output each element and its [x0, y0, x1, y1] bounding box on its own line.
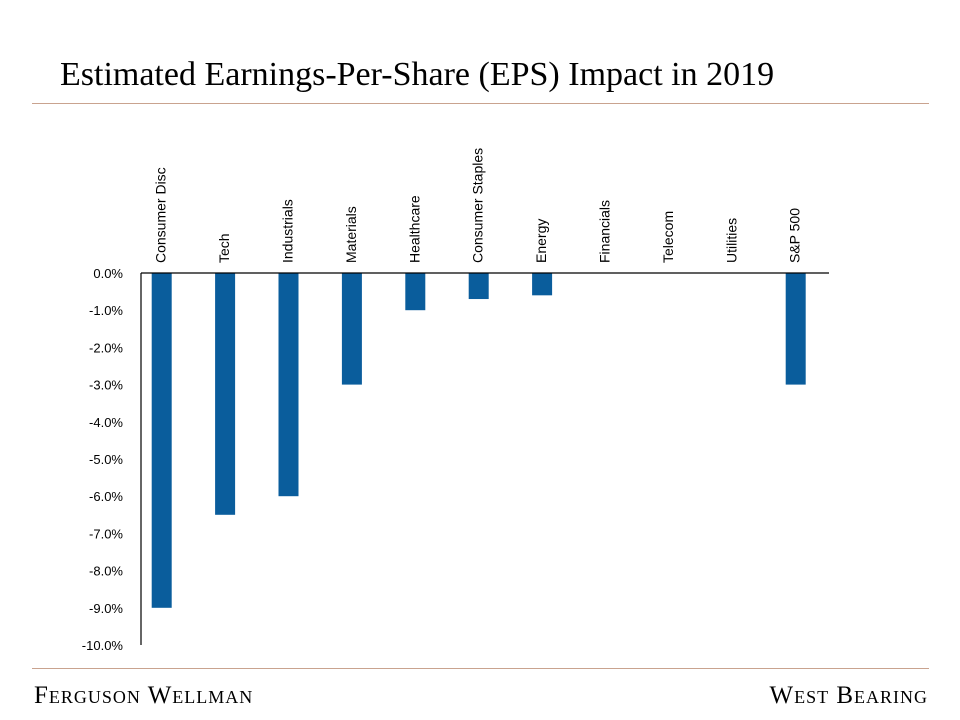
y-tick-label: -4.0% [89, 415, 123, 430]
category-label: Energy [533, 219, 549, 263]
bar [785, 273, 806, 385]
y-tick-label: -3.0% [89, 378, 123, 393]
category-label: Telecom [660, 211, 676, 263]
category-label: Materials [343, 206, 359, 263]
y-tick-label: 0.0% [93, 266, 123, 281]
category-label: Utilities [723, 218, 739, 263]
bar [151, 273, 172, 608]
footer-brand-left: Ferguson Wellman [34, 682, 254, 709]
bar [468, 273, 489, 300]
category-label: Consumer Disc [153, 167, 169, 263]
y-tick-label: -7.0% [89, 526, 123, 541]
y-tick-label: -9.0% [89, 601, 123, 616]
y-tick-label: -6.0% [89, 489, 123, 504]
y-tick-label: -8.0% [89, 564, 123, 579]
bar [405, 273, 426, 311]
y-tick-label: -10.0% [82, 638, 124, 653]
bar [341, 273, 362, 385]
bar [532, 273, 553, 296]
bar [278, 273, 299, 497]
category-label: Financials [597, 200, 613, 263]
footer-divider [32, 668, 929, 669]
title-divider [32, 103, 929, 104]
category-label: Healthcare [406, 195, 422, 263]
page-title: Estimated Earnings-Per-Share (EPS) Impac… [60, 56, 775, 93]
category-label: Consumer Staples [470, 148, 486, 263]
category-label: S&P 500 [787, 208, 803, 263]
bar [215, 273, 236, 515]
y-tick-label: -1.0% [89, 303, 123, 318]
category-label: Industrials [280, 199, 296, 263]
y-tick-label: -5.0% [89, 452, 123, 467]
category-label: Tech [216, 233, 232, 263]
footer-brand-right: West Bearing [769, 682, 928, 709]
y-tick-label: -2.0% [89, 340, 123, 355]
